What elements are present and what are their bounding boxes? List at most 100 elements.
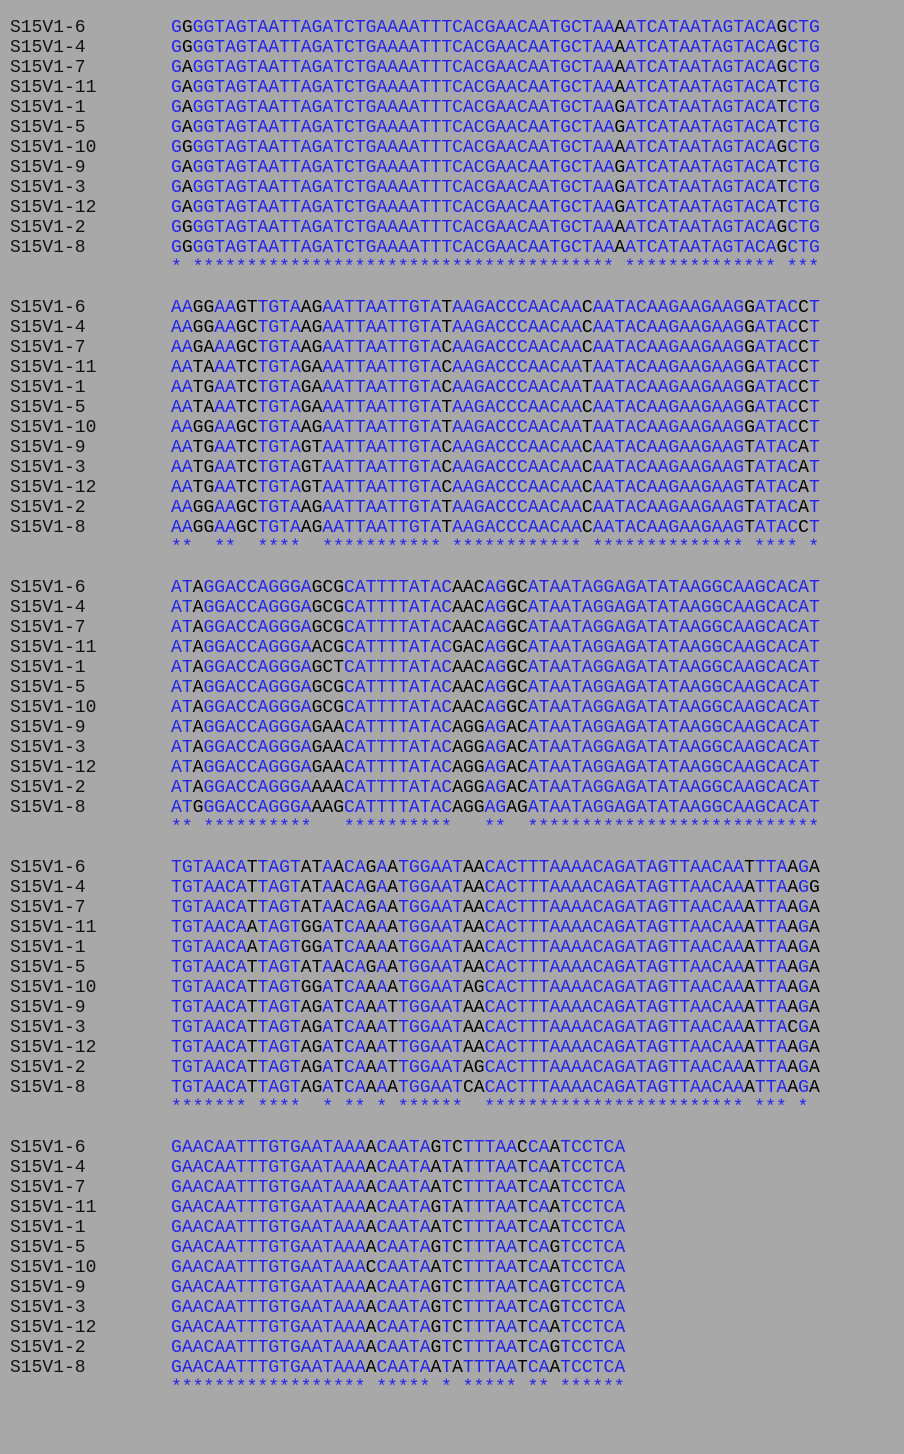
residue: A: [214, 898, 226, 918]
residue: T: [398, 938, 409, 958]
residue: A: [549, 898, 561, 918]
residue: A: [776, 738, 788, 758]
residue: G: [625, 638, 636, 658]
residue: C: [581, 1138, 593, 1158]
residue: A: [225, 578, 236, 598]
residue: G: [419, 898, 431, 918]
residue: T: [279, 1318, 290, 1338]
residue: T: [754, 1078, 766, 1098]
residue: G: [279, 638, 290, 658]
residue: T: [279, 1278, 290, 1298]
residue: A: [387, 78, 399, 98]
residue: G: [300, 398, 312, 418]
residue: T: [549, 118, 561, 138]
residue: T: [257, 958, 269, 978]
residue: C: [246, 698, 258, 718]
residue: A: [452, 458, 463, 478]
residue: A: [203, 398, 215, 418]
residue: T: [365, 578, 377, 598]
residue: A: [376, 458, 388, 478]
residue: G: [452, 638, 463, 658]
residue: C: [203, 1158, 215, 1178]
residue: T: [754, 918, 766, 938]
residue: A: [365, 1038, 377, 1058]
residue: A: [776, 998, 788, 1018]
residue: A: [690, 378, 701, 398]
residue: G: [311, 118, 323, 138]
residue: G: [744, 398, 755, 418]
residue: T: [473, 1138, 485, 1158]
residue: C: [441, 338, 453, 358]
residue: A: [203, 978, 215, 998]
residue: C: [635, 318, 647, 338]
residue: A: [560, 738, 572, 758]
residue: A: [733, 698, 745, 718]
residue: A: [419, 1298, 431, 1318]
residue: A: [506, 1298, 517, 1318]
residue: T: [430, 238, 442, 258]
residue: T: [408, 1278, 420, 1298]
residue: A: [354, 698, 366, 718]
residue: A: [625, 1018, 636, 1038]
residue: T: [344, 518, 355, 538]
residue: T: [473, 1238, 485, 1258]
residue: G: [473, 458, 485, 478]
residue: C: [506, 358, 517, 378]
residue: A: [506, 198, 517, 218]
residue: C: [484, 1018, 496, 1038]
residue: G: [408, 938, 420, 958]
residue: C: [711, 1038, 723, 1058]
residue: C: [203, 1258, 215, 1278]
residue: T: [549, 138, 561, 158]
residue: T: [668, 978, 680, 998]
residue: C: [235, 658, 247, 678]
residue: C: [344, 958, 355, 978]
residue: G: [311, 578, 323, 598]
residue: A: [408, 718, 420, 738]
residue: A: [225, 318, 236, 338]
residue: C: [798, 298, 809, 318]
residue: T: [517, 1278, 528, 1298]
residue: C: [495, 438, 507, 458]
residue: G: [214, 778, 226, 798]
residue: A: [614, 698, 626, 718]
residue: C: [473, 138, 485, 158]
residue: T: [441, 58, 453, 78]
residue: T: [484, 1258, 496, 1278]
residue: C: [517, 518, 528, 538]
residue: A: [538, 138, 550, 158]
residue: T: [398, 1018, 409, 1038]
residue: C: [765, 778, 777, 798]
residue: G: [235, 318, 247, 338]
sequence-label: S15V1-7: [10, 338, 86, 358]
residue: A: [765, 158, 777, 178]
residue: A: [744, 1078, 755, 1098]
residue: G: [235, 158, 247, 178]
residue: T: [808, 418, 820, 438]
residue: T: [398, 678, 409, 698]
residue: G: [700, 318, 712, 338]
residue: G: [711, 578, 723, 598]
residue: A: [560, 438, 572, 458]
residue: A: [225, 158, 236, 178]
residue: G: [408, 418, 420, 438]
residue: A: [657, 338, 669, 358]
residue: T: [517, 1258, 528, 1278]
residue: A: [387, 1198, 399, 1218]
residue: A: [592, 418, 604, 438]
residue: C: [592, 918, 604, 938]
residue: A: [581, 918, 593, 938]
residue: G: [268, 1338, 280, 1358]
residue: C: [246, 418, 258, 438]
residue: T: [635, 118, 647, 138]
residue: T: [214, 218, 226, 238]
residue: A: [225, 58, 236, 78]
residue: G: [700, 798, 712, 818]
residue: T: [679, 918, 690, 938]
sequence-label: S15V1-5: [10, 398, 86, 418]
residue: C: [581, 1218, 593, 1238]
residue: C: [635, 358, 647, 378]
residue: A: [268, 18, 280, 38]
residue: A: [354, 738, 366, 758]
residue: A: [646, 338, 658, 358]
